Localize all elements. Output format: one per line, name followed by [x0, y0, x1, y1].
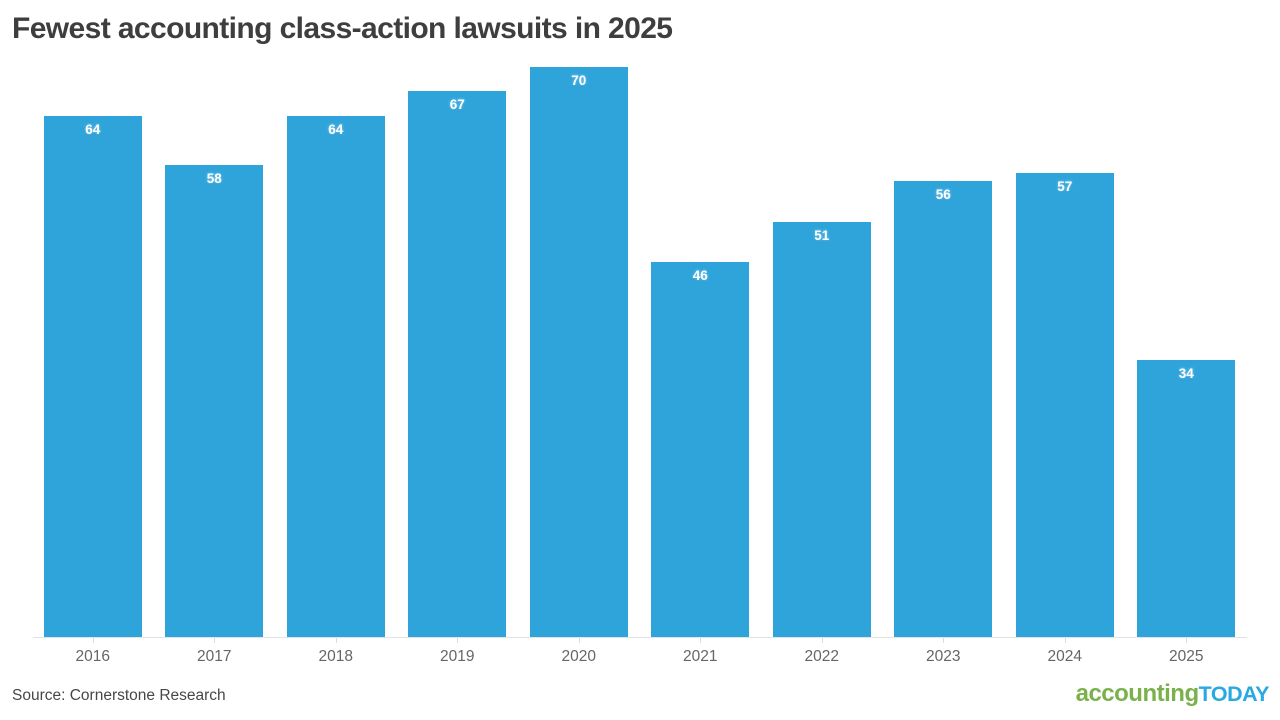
bar-column: 34 — [1126, 67, 1248, 637]
x-axis-cell: 2022 — [761, 638, 883, 666]
bar: 64 — [43, 115, 142, 637]
bar-column: 70 — [518, 67, 640, 637]
bar-column: 58 — [154, 67, 276, 637]
logo-today: TODAY — [1198, 682, 1270, 706]
bar-value-label: 56 — [935, 187, 951, 202]
bar-column: 56 — [883, 67, 1005, 637]
x-axis-tick — [457, 638, 459, 643]
x-axis-cell: 2018 — [275, 638, 397, 666]
x-axis-tick — [1186, 638, 1188, 643]
bar-column: 57 — [1004, 67, 1126, 637]
x-axis-tick — [1064, 638, 1066, 643]
x-axis-tick — [578, 638, 580, 643]
x-axis-cell: 2021 — [640, 638, 762, 666]
x-axis-label: 2016 — [75, 648, 110, 665]
x-axis-tick — [92, 638, 94, 643]
bar-value-label: 70 — [571, 73, 587, 88]
brand-logo: accountingTODAY — [1075, 680, 1270, 708]
x-axis-label: 2019 — [440, 648, 475, 665]
bar: 64 — [286, 115, 385, 637]
x-axis-cell: 2020 — [518, 638, 640, 666]
bar-value-label: 64 — [85, 121, 101, 137]
bar: 34 — [1137, 360, 1236, 637]
bar-column: 51 — [761, 67, 883, 637]
bar: 58 — [165, 164, 264, 637]
bar: 46 — [651, 262, 750, 637]
x-axis-cell: 2017 — [154, 638, 276, 666]
x-axis-tick — [943, 638, 945, 643]
logo-accounting: accounting — [1075, 680, 1200, 707]
x-axis: 2016 2017 2018 2019 2020 2021 2022 2023 2024 2025 — [32, 638, 1247, 666]
x-axis-cell: 2019 — [397, 638, 519, 666]
x-axis-label: 2021 — [683, 648, 718, 665]
source-note: Source: Cornerstone Research — [12, 687, 226, 704]
x-axis-cell: 2016 — [32, 638, 154, 666]
bar: 57 — [1015, 172, 1114, 637]
bar: 56 — [894, 181, 993, 637]
bar: 67 — [408, 91, 507, 637]
x-axis-label: 2017 — [197, 648, 232, 665]
x-axis-tick — [214, 638, 216, 643]
x-axis-tick — [821, 638, 823, 643]
bar-column: 64 — [275, 67, 397, 637]
bar: 70 — [529, 67, 628, 637]
bar-value-label: 57 — [1057, 178, 1073, 194]
x-axis-label: 2022 — [804, 648, 839, 665]
x-axis-tick — [700, 638, 702, 643]
x-axis-label: 2025 — [1169, 648, 1204, 665]
x-axis-tick — [335, 638, 337, 643]
bar-value-label: 64 — [328, 121, 344, 137]
x-axis-cell: 2024 — [1004, 638, 1126, 666]
x-axis-cell: 2025 — [1126, 638, 1248, 666]
bar-chart: 64 58 64 67 70 46 51 56 57 34 — [32, 67, 1247, 637]
bar-column: 64 — [32, 67, 154, 637]
bar-value-label: 51 — [814, 227, 830, 243]
bar: 51 — [772, 221, 871, 637]
bar-value-label: 46 — [692, 268, 708, 284]
bar-value-label: 67 — [449, 97, 465, 113]
x-axis-label: 2023 — [926, 648, 961, 665]
x-axis-label: 2020 — [561, 648, 596, 665]
page-title: Fewest accounting class-action lawsuits … — [12, 12, 673, 45]
x-axis-label: 2018 — [318, 648, 353, 665]
bar-column: 67 — [397, 67, 519, 637]
bar-value-label: 58 — [206, 170, 222, 186]
bar-column: 46 — [640, 67, 762, 637]
bar-value-label: 34 — [1178, 366, 1194, 382]
x-axis-line — [33, 637, 1247, 638]
x-axis-cell: 2023 — [883, 638, 1005, 666]
x-axis-label: 2024 — [1047, 648, 1082, 665]
